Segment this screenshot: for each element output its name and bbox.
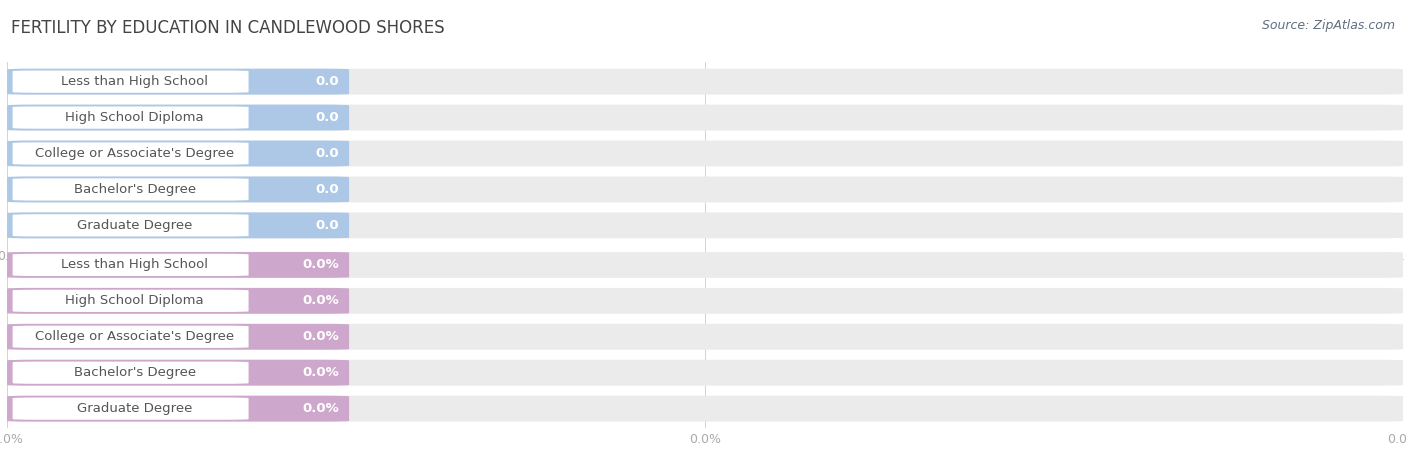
FancyBboxPatch shape xyxy=(7,324,349,350)
FancyBboxPatch shape xyxy=(13,178,249,200)
Text: Less than High School: Less than High School xyxy=(62,258,208,271)
FancyBboxPatch shape xyxy=(7,360,1403,386)
FancyBboxPatch shape xyxy=(7,69,349,95)
Text: Bachelor's Degree: Bachelor's Degree xyxy=(73,366,195,379)
FancyBboxPatch shape xyxy=(7,288,1403,314)
Text: 0.0: 0.0 xyxy=(316,111,339,124)
FancyBboxPatch shape xyxy=(7,105,349,130)
Text: Source: ZipAtlas.com: Source: ZipAtlas.com xyxy=(1261,19,1395,32)
FancyBboxPatch shape xyxy=(13,254,249,276)
FancyBboxPatch shape xyxy=(13,326,249,348)
FancyBboxPatch shape xyxy=(13,290,249,312)
FancyBboxPatch shape xyxy=(7,288,349,314)
FancyBboxPatch shape xyxy=(13,142,249,165)
Text: 0.0: 0.0 xyxy=(316,75,339,88)
Text: 0.0%: 0.0% xyxy=(302,258,339,271)
FancyBboxPatch shape xyxy=(7,69,1403,95)
Text: 0.0%: 0.0% xyxy=(302,366,339,379)
FancyBboxPatch shape xyxy=(7,252,1403,278)
Text: High School Diploma: High School Diploma xyxy=(66,111,204,124)
FancyBboxPatch shape xyxy=(7,396,1403,422)
FancyBboxPatch shape xyxy=(7,177,1403,202)
FancyBboxPatch shape xyxy=(7,105,1403,130)
FancyBboxPatch shape xyxy=(7,140,1403,167)
Text: Graduate Degree: Graduate Degree xyxy=(77,402,193,415)
FancyBboxPatch shape xyxy=(7,212,1403,238)
Text: 0.0: 0.0 xyxy=(316,183,339,196)
FancyBboxPatch shape xyxy=(13,397,249,420)
Text: High School Diploma: High School Diploma xyxy=(66,294,204,307)
FancyBboxPatch shape xyxy=(7,324,1403,350)
Text: College or Associate's Degree: College or Associate's Degree xyxy=(35,330,235,343)
FancyBboxPatch shape xyxy=(13,107,249,129)
Text: 0.0%: 0.0% xyxy=(302,402,339,415)
Text: 0.0%: 0.0% xyxy=(302,294,339,307)
Text: Bachelor's Degree: Bachelor's Degree xyxy=(73,183,195,196)
FancyBboxPatch shape xyxy=(7,360,349,386)
Text: FERTILITY BY EDUCATION IN CANDLEWOOD SHORES: FERTILITY BY EDUCATION IN CANDLEWOOD SHO… xyxy=(11,19,444,37)
FancyBboxPatch shape xyxy=(13,70,249,93)
FancyBboxPatch shape xyxy=(7,140,349,167)
FancyBboxPatch shape xyxy=(7,177,349,202)
FancyBboxPatch shape xyxy=(7,396,349,422)
FancyBboxPatch shape xyxy=(7,252,349,278)
FancyBboxPatch shape xyxy=(13,362,249,384)
FancyBboxPatch shape xyxy=(13,214,249,237)
FancyBboxPatch shape xyxy=(7,212,349,238)
Text: 0.0%: 0.0% xyxy=(302,330,339,343)
Text: 0.0: 0.0 xyxy=(316,219,339,232)
Text: 0.0: 0.0 xyxy=(316,147,339,160)
Text: Graduate Degree: Graduate Degree xyxy=(77,219,193,232)
Text: College or Associate's Degree: College or Associate's Degree xyxy=(35,147,235,160)
Text: Less than High School: Less than High School xyxy=(62,75,208,88)
